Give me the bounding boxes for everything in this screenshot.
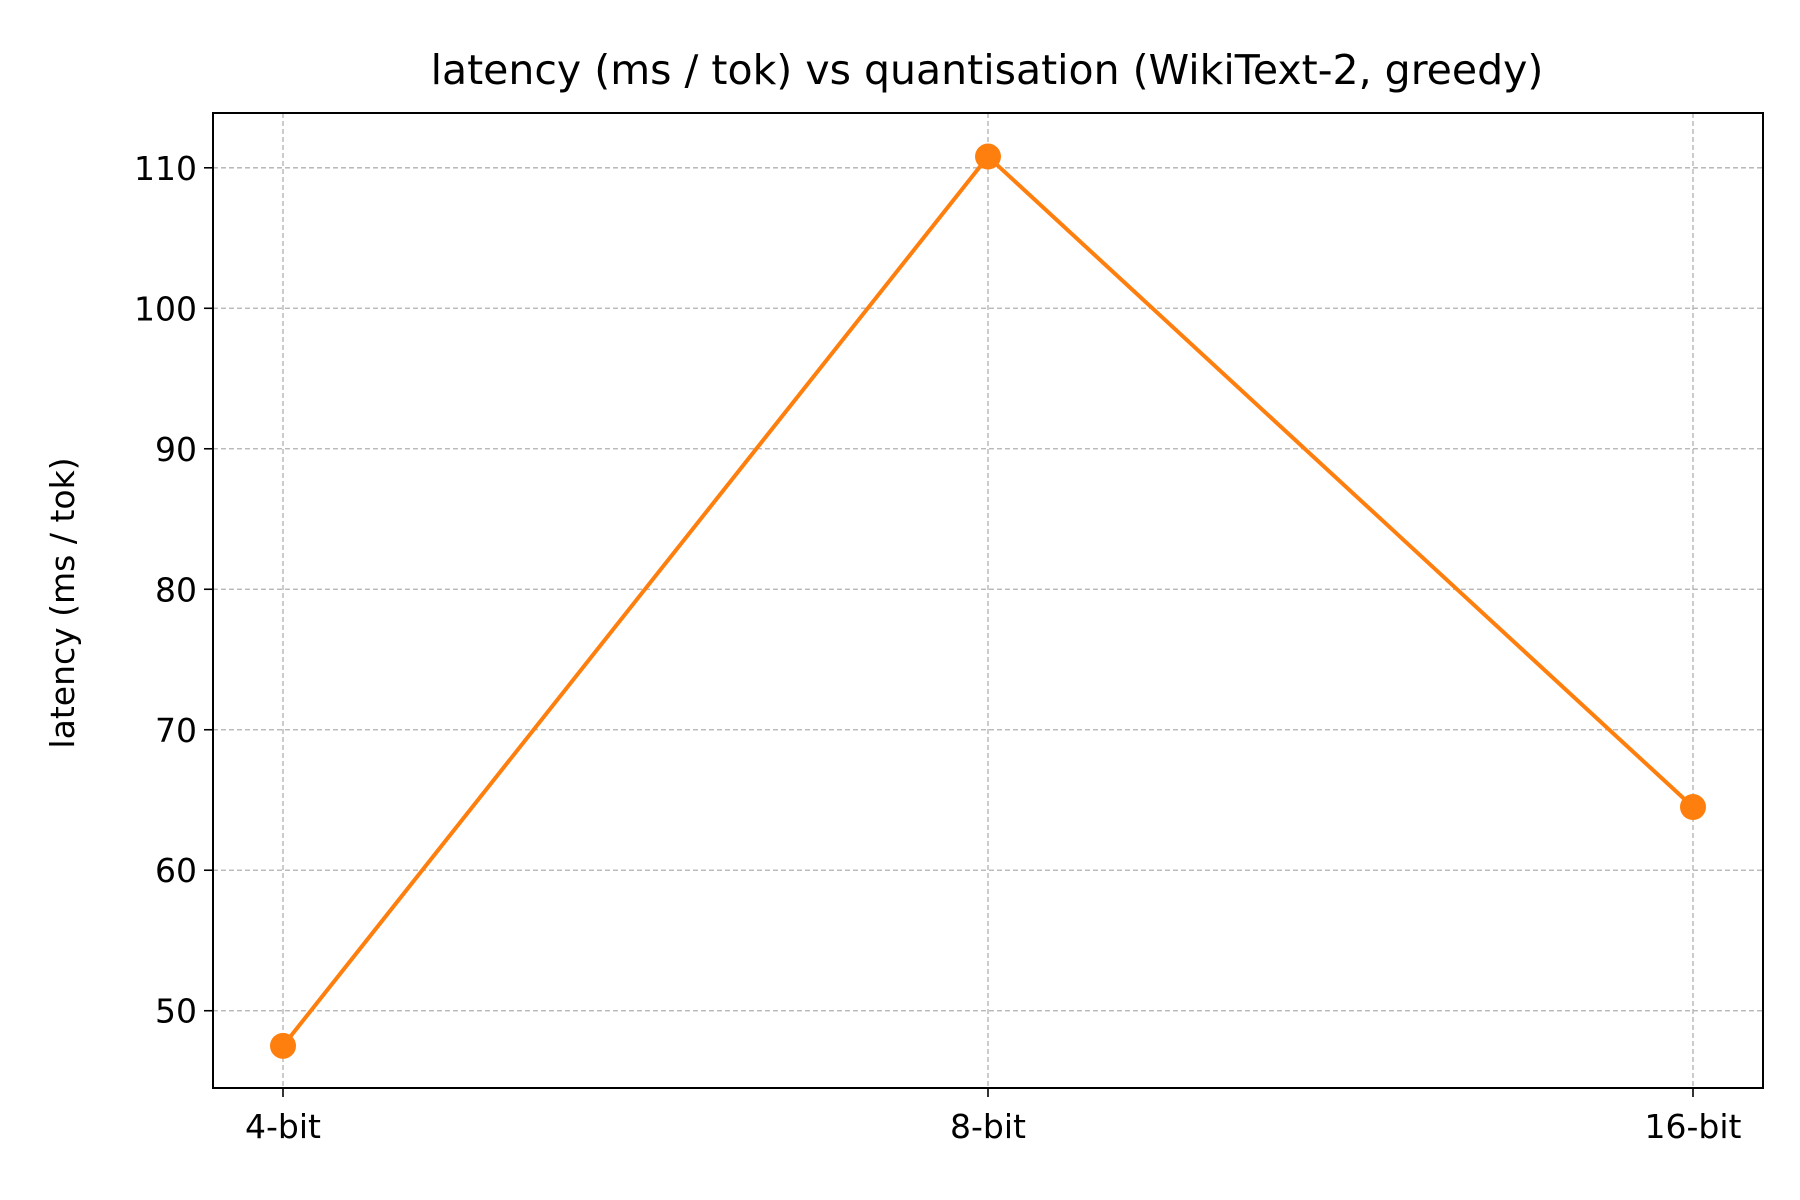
y-tick-label: 50 <box>155 992 197 1031</box>
y-tick-label: 60 <box>155 851 197 890</box>
y-axis-ticks: 50 60 70 80 90 100 110 <box>134 149 213 1031</box>
y-tick-label: 70 <box>155 711 197 750</box>
y-axis-label: latency (ms / tok) <box>43 457 82 748</box>
plot-frame <box>212 112 1764 1089</box>
y-tick-label: 90 <box>155 430 197 469</box>
data-point <box>270 1032 296 1059</box>
series-layer <box>270 143 1706 1059</box>
data-point <box>1680 794 1706 821</box>
grid <box>213 113 1763 1088</box>
y-tick-label: 80 <box>155 570 197 609</box>
x-tick-label: 4-bit <box>245 1107 321 1146</box>
x-axis-ticks: 4-bit 8-bit 16-bit <box>245 1088 1742 1146</box>
x-tick-label: 16-bit <box>1645 1107 1742 1146</box>
chart-title: latency (ms / tok) vs quantisation (Wiki… <box>431 46 1544 94</box>
y-tick-label: 110 <box>134 149 197 188</box>
x-tick-label: 8-bit <box>950 1107 1026 1146</box>
data-point <box>975 143 1001 170</box>
y-tick-label: 100 <box>134 289 197 328</box>
